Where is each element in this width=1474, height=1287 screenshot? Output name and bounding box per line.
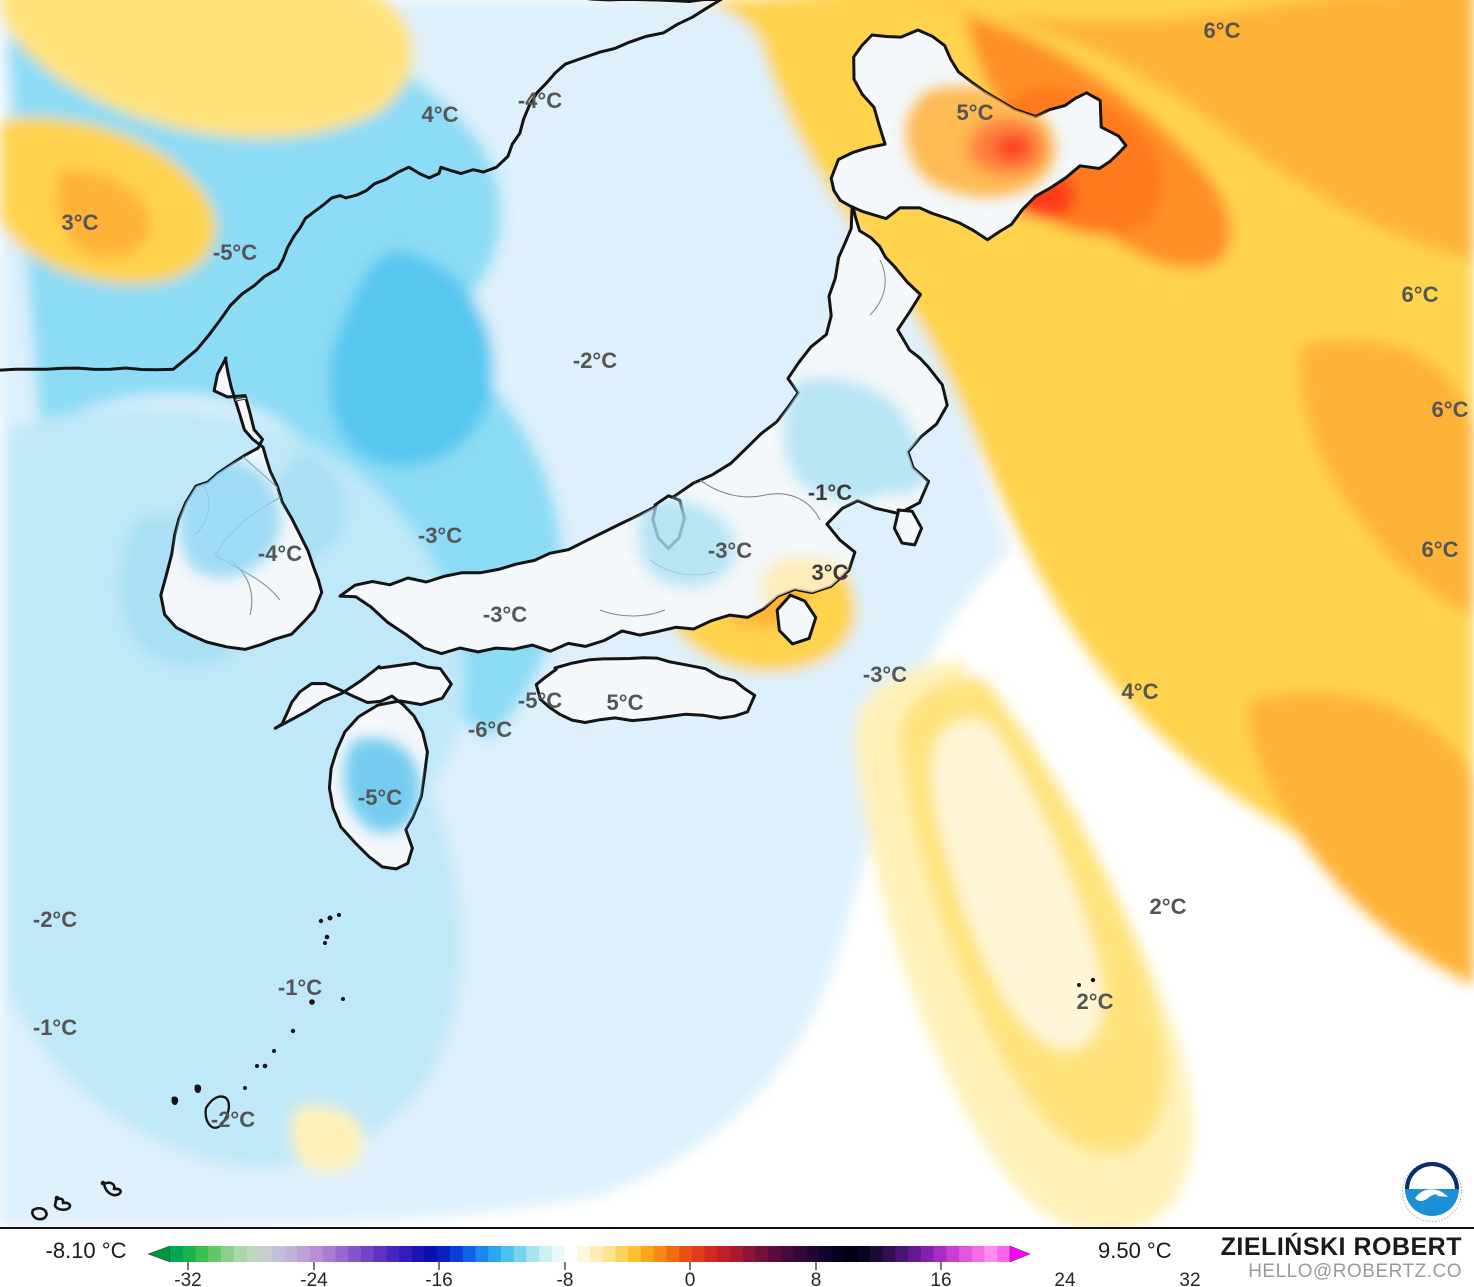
svg-text:6°C: 6°C — [1422, 537, 1459, 562]
svg-text:16: 16 — [930, 1270, 951, 1287]
svg-text:-5°C: -5°C — [358, 785, 402, 810]
svg-text:-1°C: -1°C — [33, 1015, 77, 1040]
svg-text:2°C: 2°C — [1077, 989, 1114, 1014]
svg-text:HELLO@ROBERTZ.CO: HELLO@ROBERTZ.CO — [1248, 1261, 1462, 1282]
svg-text:32: 32 — [1179, 1270, 1200, 1287]
svg-text:3°C: 3°C — [812, 560, 849, 585]
svg-text:-24: -24 — [300, 1270, 328, 1287]
svg-text:-6°C: -6°C — [468, 717, 512, 742]
svg-text:-32: -32 — [174, 1270, 201, 1287]
svg-text:8: 8 — [811, 1270, 822, 1287]
svg-text:-1°C: -1°C — [808, 480, 852, 505]
svg-text:-3°C: -3°C — [863, 662, 907, 687]
svg-text:-4°C: -4°C — [518, 88, 562, 113]
svg-text:-1°C: -1°C — [278, 975, 322, 1000]
svg-text:6°C: 6°C — [1402, 282, 1439, 307]
svg-text:6°C: 6°C — [1432, 397, 1469, 422]
svg-text:4°C: 4°C — [1122, 679, 1159, 704]
svg-text:-4°C: -4°C — [258, 541, 302, 566]
svg-text:-3°C: -3°C — [483, 602, 527, 627]
svg-text:3°C: 3°C — [62, 210, 99, 235]
svg-text:-2°C: -2°C — [33, 907, 77, 932]
svg-text:24: 24 — [1054, 1270, 1076, 1287]
svg-text:-5°C: -5°C — [213, 240, 257, 265]
svg-text:5°C: 5°C — [957, 100, 994, 125]
svg-text:4°C: 4°C — [422, 102, 459, 127]
svg-text:-8.10 °C: -8.10 °C — [46, 1238, 127, 1263]
svg-text:5°C: 5°C — [607, 690, 644, 715]
svg-text:2°C: 2°C — [1150, 894, 1187, 919]
svg-text:9.50 °C: 9.50 °C — [1098, 1238, 1172, 1263]
svg-text:6°C: 6°C — [1204, 18, 1241, 43]
svg-text:-3°C: -3°C — [708, 538, 752, 563]
svg-text:-16: -16 — [425, 1270, 452, 1287]
svg-text:-3°C: -3°C — [418, 523, 462, 548]
svg-text:0: 0 — [685, 1270, 696, 1287]
svg-text:-2°C: -2°C — [573, 348, 617, 373]
svg-text:-8: -8 — [557, 1270, 574, 1287]
svg-text:-5°C: -5°C — [518, 688, 562, 713]
svg-text:-2°C: -2°C — [211, 1107, 255, 1132]
svg-text:ZIELIŃSKI ROBERT: ZIELIŃSKI ROBERT — [1221, 1232, 1462, 1261]
